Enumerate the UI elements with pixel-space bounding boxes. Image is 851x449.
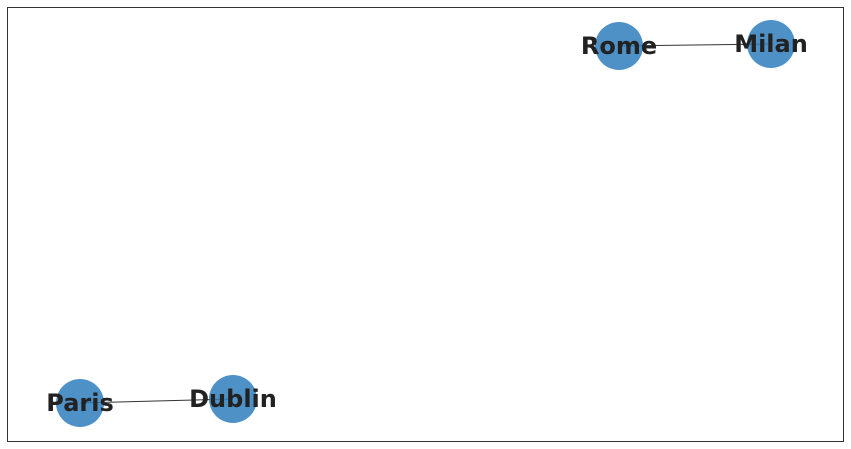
node-circle-dublin (209, 375, 257, 423)
node-circle-paris (56, 379, 104, 427)
node-label-paris: Paris (46, 389, 114, 417)
node-milan[interactable]: Milan (734, 20, 808, 68)
edge-rome-milan (618, 43, 772, 47)
node-paris[interactable]: Paris (46, 379, 114, 427)
node-circle-rome (595, 22, 643, 70)
node-label-rome: Rome (581, 32, 657, 60)
edge-paris-dublin (79, 398, 234, 404)
node-label-dublin: Dublin (189, 385, 277, 413)
plot-frame (7, 7, 844, 442)
node-rome[interactable]: Rome (581, 22, 657, 70)
node-label-milan: Milan (734, 30, 808, 58)
node-circle-milan (747, 20, 795, 68)
node-dublin[interactable]: Dublin (189, 375, 277, 423)
